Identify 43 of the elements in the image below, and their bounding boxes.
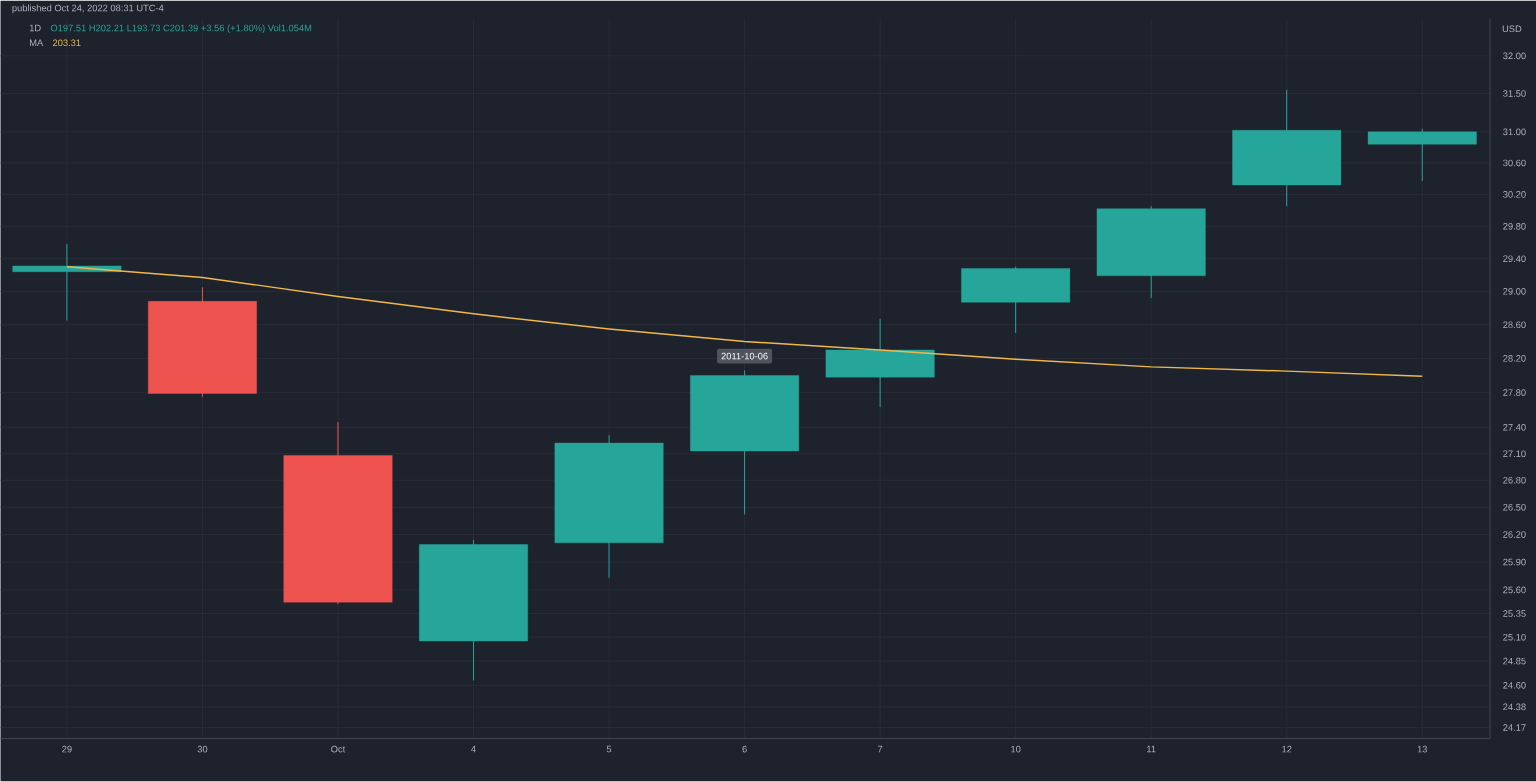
x-tick-label: 11 (1147, 746, 1156, 753)
x-tick-label: 4 (471, 746, 476, 753)
y-tick-label: 31.00 (1503, 128, 1526, 136)
y-tick-label: 30.20 (1503, 191, 1526, 198)
x-tick-label: 30 (197, 746, 208, 753)
y-tick-label: 25.90 (1503, 558, 1526, 566)
x-tick-label: 13 (1417, 746, 1428, 753)
y-tick-label: 26.80 (1503, 477, 1526, 484)
x-tick-label: 7 (878, 746, 883, 753)
y-tick-label: 29.00 (1503, 288, 1526, 295)
x-tick-label: 5 (606, 746, 612, 753)
y-tick-label: 24.38 (1503, 703, 1526, 711)
annotation: O197.51 H202.21 L193.73 C201.39 +3.56 (+1.80%) Vol1.054M (50, 24, 312, 34)
y-tick-label: 30.60 (1503, 159, 1526, 167)
y-tick-label: 27.10 (1503, 450, 1526, 458)
y-tick-label: 31.50 (1503, 90, 1526, 98)
y-tick-label: 29.80 (1503, 223, 1526, 230)
y-tick-label: 28.60 (1503, 321, 1526, 329)
x-tick-label: 12 (1282, 746, 1292, 753)
line-series (66, 266, 1423, 378)
y-tick-label: 26.50 (1503, 504, 1526, 511)
x-tick-label: Oct (331, 746, 346, 753)
y-tick-label: 26.20 (1503, 531, 1526, 539)
y-tick-label: 25.10 (1503, 634, 1526, 641)
text: published Oct 24, 2022 08:31 UTC-4 (12, 4, 164, 14)
y-tick-label: 25.60 (1503, 586, 1526, 594)
x-tick-label: 6 (742, 746, 747, 753)
annotation: 2011-10-06 (721, 353, 768, 360)
x-tick-label: 29 (62, 746, 72, 753)
y-tick-label: 24.85 (1503, 658, 1526, 665)
y-tick-label: 28.20 (1503, 355, 1526, 362)
y-tick-label: 24.17 (1503, 724, 1526, 732)
y-tick-label: 32.00 (1503, 52, 1526, 60)
y-axis-title: USD (1502, 25, 1522, 33)
y-tick-label: 27.80 (1503, 389, 1526, 397)
y-tick-label: 29.40 (1503, 255, 1526, 263)
y-tick-label: 24.60 (1503, 682, 1526, 689)
x-tick-label: 10 (1011, 746, 1021, 753)
y-tick-label: 25.35 (1503, 610, 1526, 618)
text: MA (29, 39, 44, 47)
y-tick-label: 27.40 (1503, 424, 1526, 431)
chart-title: 1D (29, 25, 41, 32)
annotation: 203.31 (52, 39, 81, 47)
